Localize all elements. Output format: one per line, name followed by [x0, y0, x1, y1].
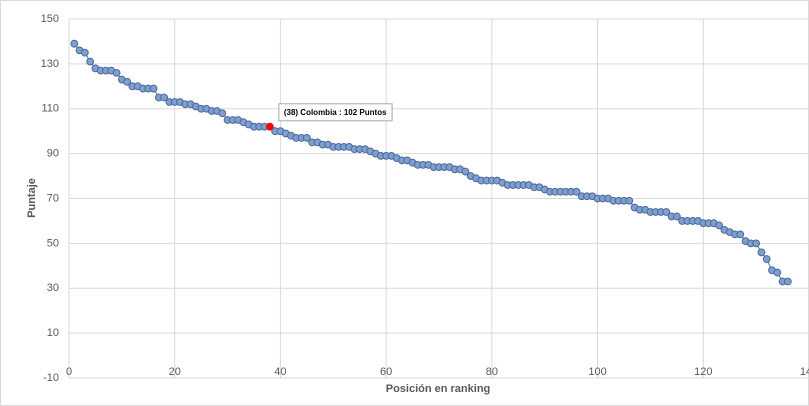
y-tick-label: 10 — [47, 327, 59, 339]
data-point — [80, 48, 89, 57]
y-tick-label: 70 — [47, 192, 59, 204]
data-point — [123, 77, 132, 86]
y-tick-label: -10 — [43, 372, 59, 384]
y-tick-label: 110 — [41, 103, 59, 115]
y-tick-label: 150 — [41, 13, 59, 25]
x-tick-label: 0 — [66, 366, 72, 378]
data-point — [625, 196, 634, 205]
x-tick-label: 40 — [274, 366, 286, 378]
data-point — [672, 212, 681, 221]
annotation-label: (38) Colombia : 102 Puntos — [284, 108, 387, 117]
x-axis-label: Posición en ranking — [386, 383, 491, 395]
y-tick-label: 50 — [47, 237, 59, 249]
data-point — [218, 109, 227, 118]
data-point — [736, 230, 745, 239]
y-tick-label: 130 — [41, 58, 59, 70]
x-tick-label: 100 — [588, 366, 606, 378]
data-point — [160, 93, 169, 102]
x-tick-label: 60 — [380, 366, 392, 378]
data-point — [149, 84, 158, 93]
data-point — [783, 277, 792, 286]
data-point — [70, 39, 79, 48]
data-point — [302, 134, 311, 142]
data-point — [572, 187, 581, 196]
y-tick-label: 90 — [47, 148, 59, 160]
data-point — [757, 248, 766, 257]
data-point — [112, 68, 121, 77]
y-axis-label: Puntaje — [26, 178, 38, 218]
data-point — [662, 208, 671, 216]
data-point — [86, 57, 95, 66]
annotation-box — [278, 103, 393, 122]
y-tick-label: 30 — [47, 282, 59, 294]
data-point — [715, 221, 724, 230]
x-tick-label: 120 — [694, 366, 712, 378]
data-point — [773, 268, 782, 277]
data-point — [461, 167, 470, 176]
x-tick-label: 140 — [800, 366, 809, 378]
data-point — [752, 239, 761, 248]
highlight-point — [266, 122, 274, 131]
x-tick-label: 80 — [486, 366, 498, 378]
x-tick-label: 20 — [169, 366, 181, 378]
data-point — [762, 255, 771, 263]
